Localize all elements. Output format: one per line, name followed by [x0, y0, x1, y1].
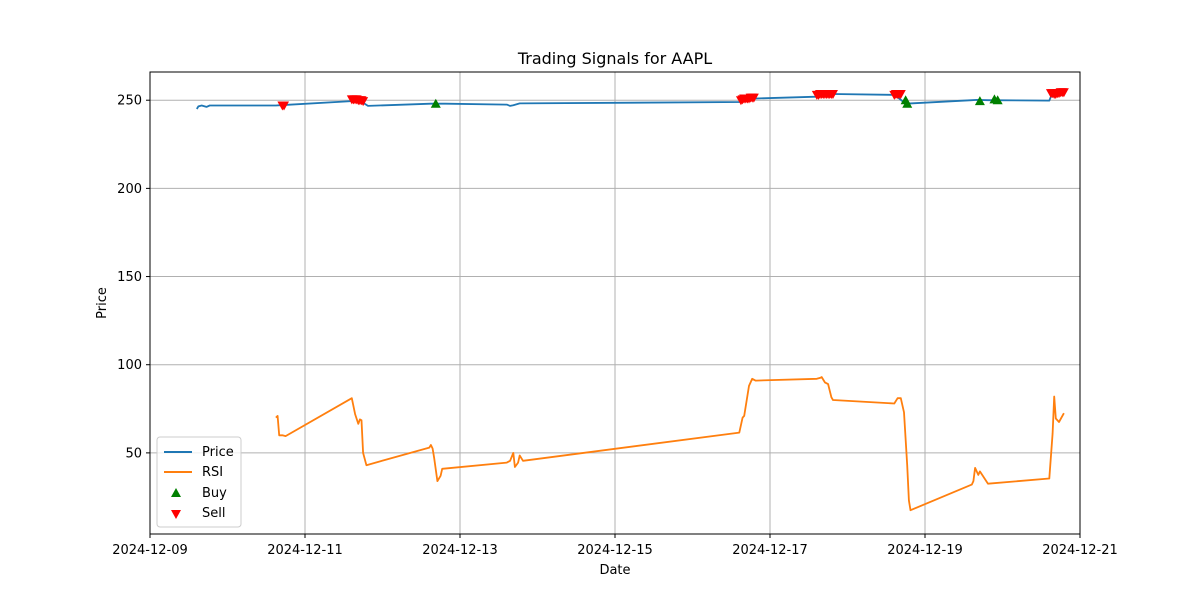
- rsi-series-line: [275, 376, 1065, 512]
- x-tick-label: 2024-12-19: [887, 543, 963, 558]
- y-tick-label: 200: [117, 182, 142, 197]
- x-tick-label: 2024-12-09: [112, 543, 188, 558]
- x-tick-label: 2024-12-13: [422, 543, 498, 558]
- sell-signal-marker: [895, 90, 906, 100]
- legend: Price RSI Buy Sell: [156, 436, 242, 528]
- chart-title: Trading Signals for AAPL: [517, 49, 712, 68]
- plot-area: [149, 71, 1081, 535]
- legend-box: [156, 436, 242, 528]
- y-tick-label: 100: [117, 358, 142, 373]
- buy-signal-marker: [992, 95, 1003, 105]
- x-axis-label: Date: [599, 563, 630, 578]
- price-series-line: [196, 91, 1066, 110]
- x-tick-label: 2024-12-21: [1042, 543, 1118, 558]
- sell-signal-marker: [748, 93, 759, 103]
- x-tick-label: 2024-12-17: [732, 543, 808, 558]
- x-tick-label: 2024-12-15: [577, 543, 653, 558]
- legend-sell-label: Sell: [202, 506, 225, 521]
- series-layer: [196, 88, 1069, 512]
- x-tick-label: 2024-12-11: [267, 543, 343, 558]
- y-tick-label: 150: [117, 270, 142, 285]
- legend-buy-marker: [171, 488, 181, 497]
- sell-signal-marker: [827, 90, 838, 100]
- legend-price-label: Price: [202, 445, 234, 460]
- y-axis-ticks: 50 100 150 200 250: [117, 94, 150, 461]
- sell-markers: [277, 88, 1069, 111]
- sell-signal-marker: [1058, 88, 1069, 98]
- legend-buy-label: Buy: [202, 486, 227, 501]
- legend-rsi-label: RSI: [202, 465, 223, 480]
- y-axis-label: Price: [95, 287, 110, 319]
- sell-signal-marker: [279, 101, 290, 111]
- x-axis-ticks: 2024-12-09 2024-12-11 2024-12-13 2024-12-15…: [112, 534, 1118, 558]
- legend-sell-marker: [171, 510, 181, 519]
- y-tick-label: 50: [125, 446, 142, 461]
- sell-signal-marker: [358, 97, 369, 107]
- y-tick-label: 250: [117, 94, 142, 109]
- buy-signal-marker: [430, 98, 441, 108]
- buy-signal-marker: [902, 98, 913, 108]
- buy-markers: [430, 94, 1003, 108]
- buy-signal-marker: [974, 96, 985, 106]
